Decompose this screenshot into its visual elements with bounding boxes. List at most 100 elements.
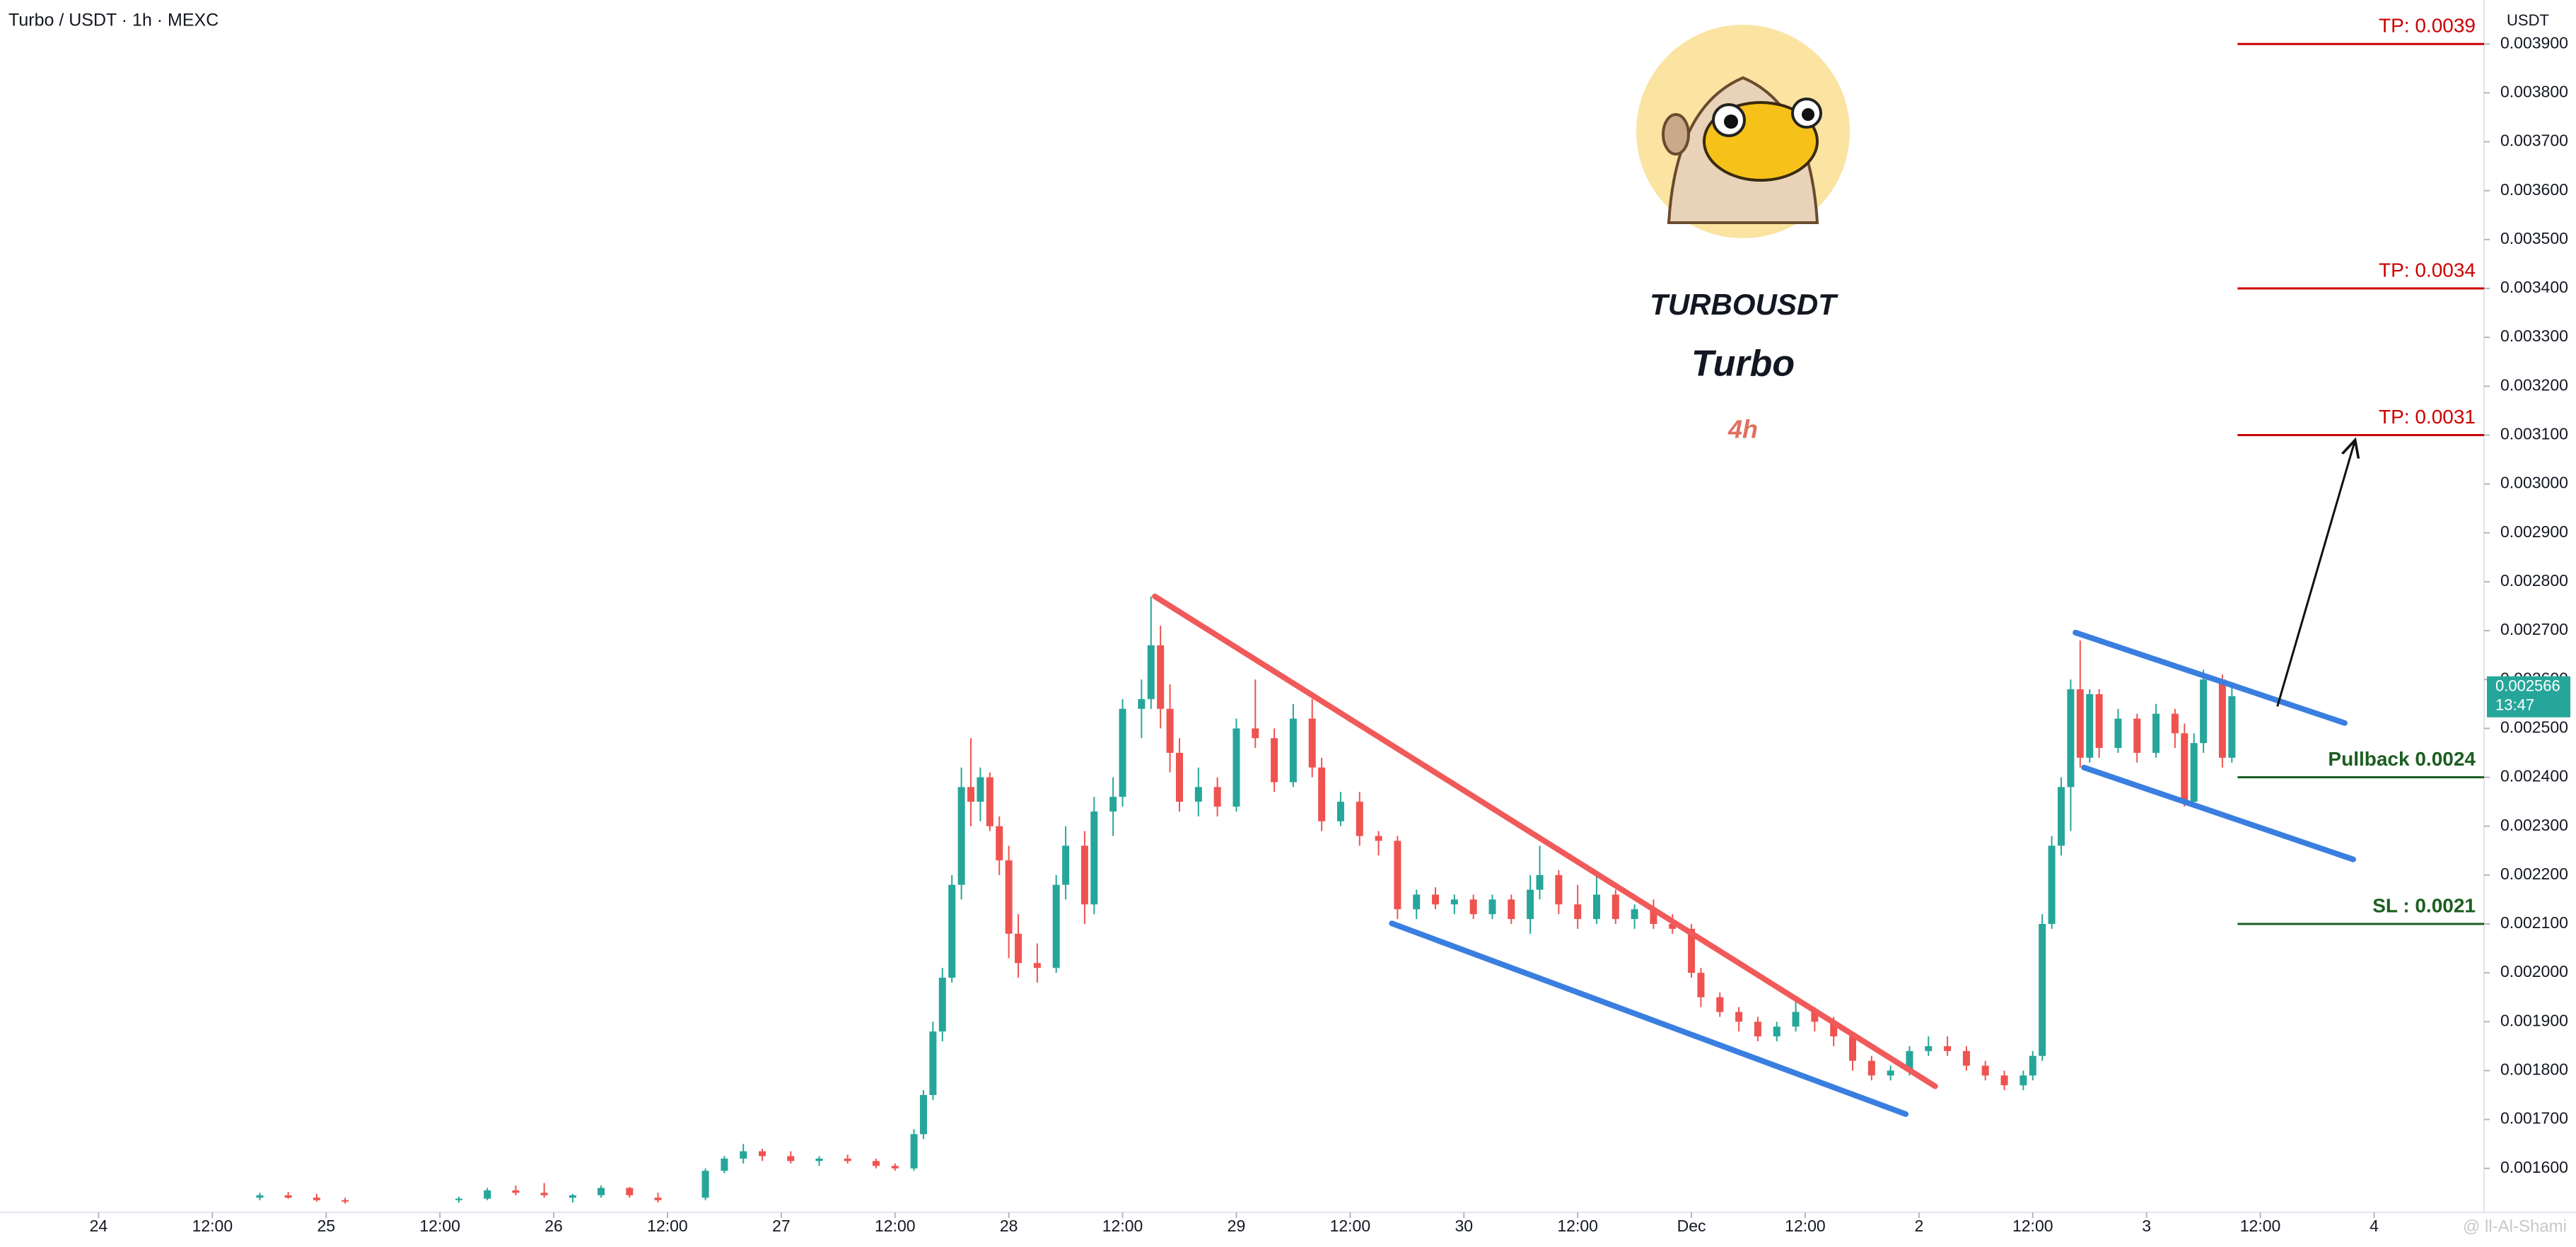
candle-body (844, 1158, 851, 1161)
y-tick-label: 0.001600 (2500, 1158, 2568, 1176)
candle-body (986, 777, 993, 826)
candle-body (1109, 797, 1117, 812)
y-tick-label: 0.003500 (2500, 229, 2568, 247)
y-tick-label: 0.003600 (2500, 180, 2568, 199)
candle-body (455, 1198, 462, 1200)
level-label: SL : 0.0021 (2372, 894, 2476, 916)
level-label: TP: 0.0039 (2379, 15, 2476, 37)
candle-body (2048, 845, 2056, 924)
candle-body (1944, 1046, 1952, 1051)
candle-body (1015, 933, 1022, 964)
chart-title: Turbo / USDT · 1h · MEXC (8, 11, 218, 30)
candle-body (1336, 802, 1344, 821)
y-tick-label: 0.002500 (2500, 718, 2568, 736)
candle-body (1394, 841, 1401, 910)
y-tick-label: 0.002400 (2500, 767, 2568, 785)
target-arrow (2276, 440, 2355, 707)
candle-body (1308, 718, 1316, 768)
y-tick-label: 0.002800 (2500, 571, 2568, 590)
candle-body (967, 787, 975, 802)
y-tick-label: 0.001900 (2500, 1011, 2568, 1029)
candle-body (1508, 899, 1515, 920)
candle-body (1432, 894, 1440, 905)
candle-body (1356, 802, 1363, 836)
candle-body (872, 1161, 880, 1166)
candle-body (2228, 696, 2236, 758)
candle-body (815, 1158, 823, 1161)
candle-body (1176, 752, 1184, 802)
y-tick-label: 0.002300 (2500, 816, 2568, 834)
logo (1636, 25, 1850, 238)
x-tick-label: 25 (317, 1217, 335, 1235)
watermark: @ ll-Al-Shami (2463, 1217, 2567, 1236)
candle-body (2000, 1075, 2008, 1086)
candle-body (512, 1190, 520, 1193)
candle-body (2086, 693, 2094, 758)
trendline (2081, 764, 2356, 862)
currency-label: USDT (2507, 11, 2549, 29)
y-tick-label: 0.001700 (2500, 1109, 2568, 1128)
candle-body (2133, 718, 2141, 753)
y-tick-label: 0.003400 (2500, 278, 2568, 296)
candle-body (1650, 909, 1657, 924)
x-tick-label: 4 (2370, 1217, 2379, 1235)
y-tick-label: 0.003800 (2500, 82, 2568, 100)
x-tick-label: 27 (772, 1217, 791, 1235)
y-tick-label: 0.003300 (2500, 327, 2568, 345)
candle-body (1033, 963, 1041, 968)
x-tick-label: 30 (1455, 1217, 1473, 1235)
candle-body (1669, 923, 1677, 929)
candle-body (1138, 698, 1146, 709)
candle-body (1318, 767, 1326, 821)
x-tick-label: 12:00 (1557, 1217, 1598, 1235)
candle-body (1867, 1060, 1875, 1076)
candle-body (1536, 874, 1544, 890)
candle-body (598, 1188, 605, 1195)
candle-body (1469, 899, 1477, 915)
candle-body (1773, 1026, 1781, 1037)
level-label: Pullback 0.0024 (2328, 748, 2476, 770)
last-price: 0.002566 (2495, 677, 2560, 695)
candle-body (1612, 894, 1619, 920)
candle-body (1555, 874, 1563, 905)
y-tick-label: 0.002100 (2500, 913, 2568, 932)
level-label: TP: 0.0031 (2379, 406, 2476, 428)
candle-body (654, 1198, 662, 1200)
x-tick-label: 12:00 (419, 1217, 460, 1235)
candle-body (1962, 1050, 1970, 1066)
x-tick-label: 24 (90, 1217, 108, 1235)
candle-body (1213, 787, 1221, 807)
candle-body (1194, 787, 1202, 802)
candle-body (1754, 1021, 1761, 1037)
candle-body (2039, 923, 2046, 1056)
countdown: 13:47 (2495, 696, 2534, 714)
x-tick-label: 28 (1000, 1217, 1018, 1235)
candle-body (948, 884, 956, 978)
candle-body (2076, 689, 2084, 758)
candle-body (569, 1195, 576, 1198)
x-tick-label: 12:00 (875, 1217, 916, 1235)
candle-body (1735, 1012, 1743, 1022)
candle-body (1716, 997, 1724, 1012)
candle-body (1252, 728, 1259, 739)
y-tick-label: 0.003900 (2500, 33, 2568, 52)
candle-body (919, 1095, 927, 1135)
candle-body (1450, 899, 1458, 905)
candle-body (2181, 733, 2189, 802)
candle-body (1925, 1046, 1933, 1051)
candle-body (1697, 973, 1705, 997)
candle-body (1289, 718, 1297, 783)
x-tick-label: 12:00 (1102, 1217, 1143, 1235)
candle-body (701, 1171, 709, 1198)
candle-body (1981, 1065, 1989, 1076)
candle-body (1375, 836, 1382, 841)
candle-body (996, 826, 1003, 861)
candle-body (2029, 1055, 2036, 1076)
trendline (1152, 593, 1938, 1089)
x-tick-label: 12:00 (1785, 1217, 1826, 1235)
x-tick-label: 2 (1914, 1217, 1923, 1235)
candle-body (1052, 884, 1060, 968)
candle-body (957, 787, 965, 885)
candle-body (2218, 679, 2226, 758)
